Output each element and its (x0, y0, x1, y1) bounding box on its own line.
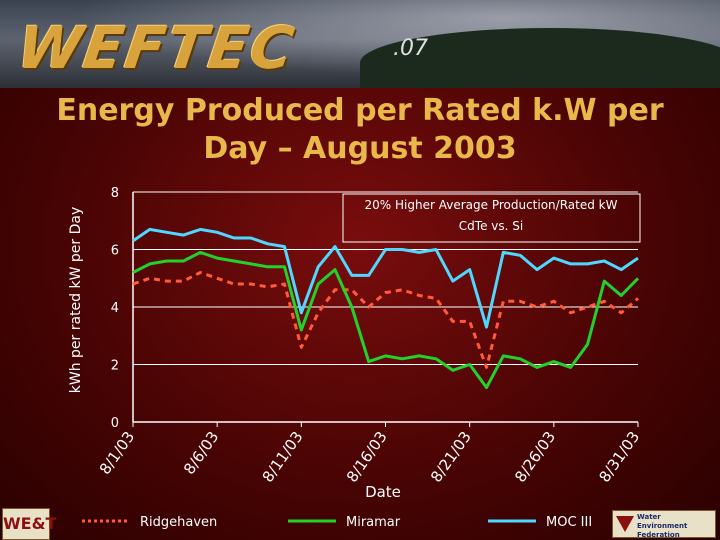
y-tick-label: 8 (111, 186, 119, 201)
wef-logo-line-2: Federation (637, 531, 680, 539)
x-tick-label: 8/11/03 (259, 428, 307, 486)
chart-title-line-1: Energy Produced per Rated k.W per (56, 93, 664, 128)
legend-label-ridgehaven: Ridgehaven (140, 515, 217, 530)
annotation-box (342, 193, 641, 243)
axis-layer: 0 2 4 6 8 8/1/03 8/6/03 8/11/03 8/16/03 8/21/03 8/… (96, 186, 643, 486)
annotation-line-2: CdTe vs. Si (459, 219, 523, 233)
y-tick-label: 0 (111, 416, 119, 431)
y-tick-label: 6 (111, 244, 119, 259)
chart-title: Energy Produced per Rated k.W per Day – … (0, 92, 720, 168)
wef-logo-line-1: Water Environment (637, 513, 688, 530)
x-tick-label: 8/16/03 (343, 428, 391, 486)
weftec-logo-suffix: .07 (393, 36, 428, 61)
wef-logo: Water Environment Federation (612, 510, 716, 539)
wet-logo: WE&T (2, 508, 56, 540)
legend-label-miramar: Miramar (346, 515, 401, 530)
x-tick-label: 8/21/03 (427, 428, 475, 486)
grid-layer (133, 191, 638, 365)
header-banner: WEFTEC .07 (0, 0, 720, 88)
legend-label-moc-iii: MOC III (546, 515, 592, 530)
series-line-moc-iii (132, 227, 639, 329)
series-line-ridgehaven (132, 271, 639, 369)
y-axis-label: kWh per rated kW per Day (68, 207, 84, 394)
wef-logo-mark-icon (616, 516, 634, 532)
legend: Ridgehaven Miramar MOC III (82, 515, 592, 530)
y-tick-label: 2 (111, 359, 119, 374)
x-tick-label: 8/1/03 (96, 428, 138, 478)
x-tick-label: 8/31/03 (595, 428, 643, 486)
chart-title-line-2: Day – August 2003 (203, 131, 517, 166)
annotation-line-1: 20% Higher Average Production/Rated kW (365, 198, 618, 212)
x-tick-label: 8/26/03 (511, 428, 559, 486)
series-layer (132, 227, 640, 389)
x-tick-label: 8/6/03 (180, 428, 222, 478)
y-tick-label: 4 (111, 301, 119, 316)
series-line-miramar (132, 250, 640, 389)
banner-hill (360, 28, 720, 88)
x-axis-label: Date (365, 483, 401, 501)
